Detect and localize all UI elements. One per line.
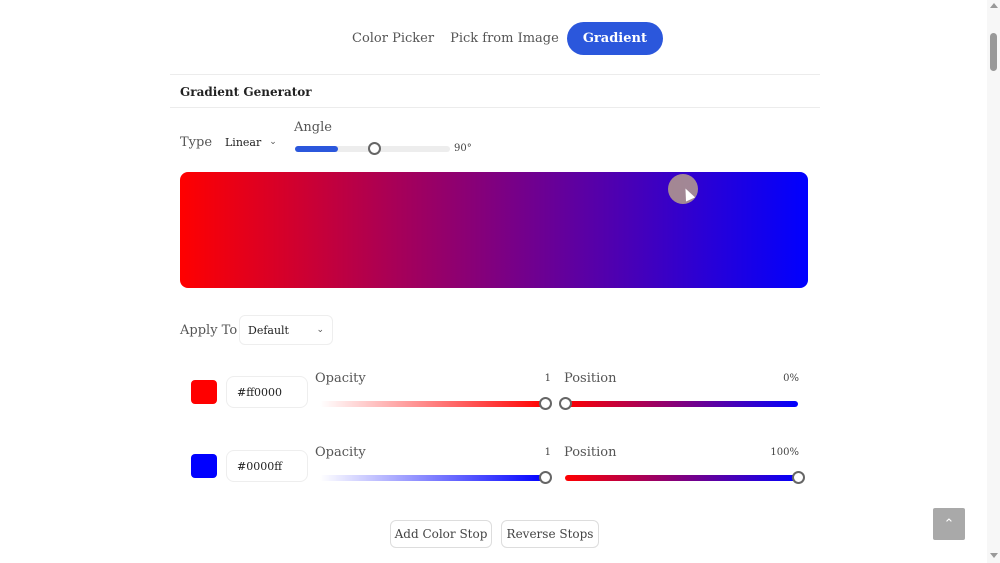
scroll-up-arrow-icon[interactable]: [990, 3, 998, 8]
apply-to-label: Apply To: [180, 323, 238, 338]
angle-label: Angle: [294, 120, 332, 135]
color-stop-hex-input[interactable]: #ff0000: [226, 376, 308, 408]
scrollbar-thumb[interactable]: [990, 33, 997, 71]
position-label: Position: [564, 371, 617, 386]
page-scrollbar[interactable]: [987, 0, 1000, 563]
apply-to-select[interactable]: Default ⌄: [239, 315, 333, 345]
tab-pick-from-image[interactable]: Pick from Image: [450, 30, 559, 46]
opacity-value: 1: [544, 373, 551, 384]
opacity-label: Opacity: [315, 445, 366, 460]
opacity-slider-thumb[interactable]: [539, 471, 552, 484]
color-stop-swatch[interactable]: [191, 380, 217, 404]
color-stop-hex-input[interactable]: #0000ff: [226, 450, 308, 482]
section-header: Gradient Generator: [170, 74, 820, 108]
add-color-stop-button[interactable]: Add Color Stop: [390, 520, 492, 548]
opacity-slider-thumb[interactable]: [539, 397, 552, 410]
position-label: Position: [564, 445, 617, 460]
tab-color-picker[interactable]: Color Picker: [352, 30, 435, 46]
color-stop-swatch[interactable]: [191, 454, 217, 478]
angle-slider[interactable]: [295, 142, 450, 155]
position-slider[interactable]: [565, 471, 805, 484]
opacity-label: Opacity: [315, 371, 366, 386]
scroll-to-top-button[interactable]: ⌃: [933, 508, 965, 540]
position-slider-thumb[interactable]: [559, 397, 572, 410]
tab-gradient[interactable]: Gradient: [566, 21, 663, 55]
chevron-up-icon: ⌃: [943, 516, 955, 532]
scroll-down-arrow-icon[interactable]: [990, 553, 998, 558]
mode-tabs: Color Picker Pick from Image Gradient: [340, 17, 663, 59]
position-value: 0%: [783, 373, 799, 384]
chevron-down-icon: ⌄: [269, 137, 277, 147]
section-title: Gradient Generator: [180, 85, 312, 99]
type-select-value: Linear: [225, 135, 262, 149]
apply-to-value: Default: [248, 323, 289, 337]
opacity-slider[interactable]: [320, 471, 552, 484]
chevron-down-icon: ⌄: [316, 325, 324, 335]
reverse-stops-button[interactable]: Reverse Stops: [501, 520, 599, 548]
type-select[interactable]: Linear ⌄: [216, 127, 280, 157]
angle-value: 90°: [454, 143, 472, 154]
opacity-value: 1: [544, 447, 551, 458]
cursor-highlight: [668, 174, 698, 204]
opacity-slider[interactable]: [320, 397, 552, 410]
position-value: 100%: [770, 447, 799, 458]
type-label: Type: [180, 135, 213, 150]
gradient-preview[interactable]: [180, 172, 808, 288]
angle-slider-fill: [295, 146, 338, 152]
angle-slider-thumb[interactable]: [367, 142, 381, 155]
position-slider[interactable]: [559, 397, 798, 410]
position-slider-thumb[interactable]: [792, 471, 805, 484]
